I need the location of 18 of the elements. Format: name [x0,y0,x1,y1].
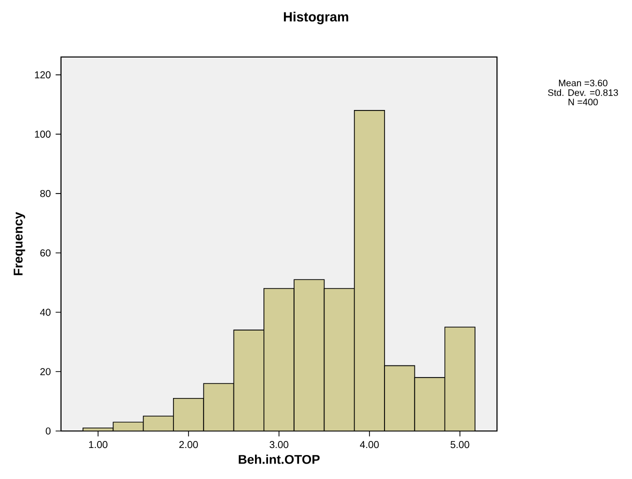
x-tick-label: 2.00 [179,441,198,448]
chart-title: Histogram [284,12,348,24]
y-axis-title: Frequency [14,212,26,276]
y-tick-label: 60 [40,249,51,256]
y-tick-label: 120 [35,71,51,78]
x-tick-label: 1.00 [89,441,108,448]
x-tick-label: 5.00 [450,441,470,448]
y-tick-label: 40 [40,308,51,316]
x-tick-label: 4.00 [360,441,379,448]
text: Mean =3.60 [559,80,608,86]
y-tick-label: 0 [46,427,51,435]
x-axis-title: Beh.int.OTOP [238,454,320,464]
y-tick-label: 20 [40,368,51,376]
text: Std. Dev. =0.813 [548,89,618,96]
y-tick-label: 80 [40,190,51,198]
y-tick-label: 100 [35,130,51,138]
x-tick-label: 3.00 [270,441,288,448]
text: N =400 [568,98,598,106]
